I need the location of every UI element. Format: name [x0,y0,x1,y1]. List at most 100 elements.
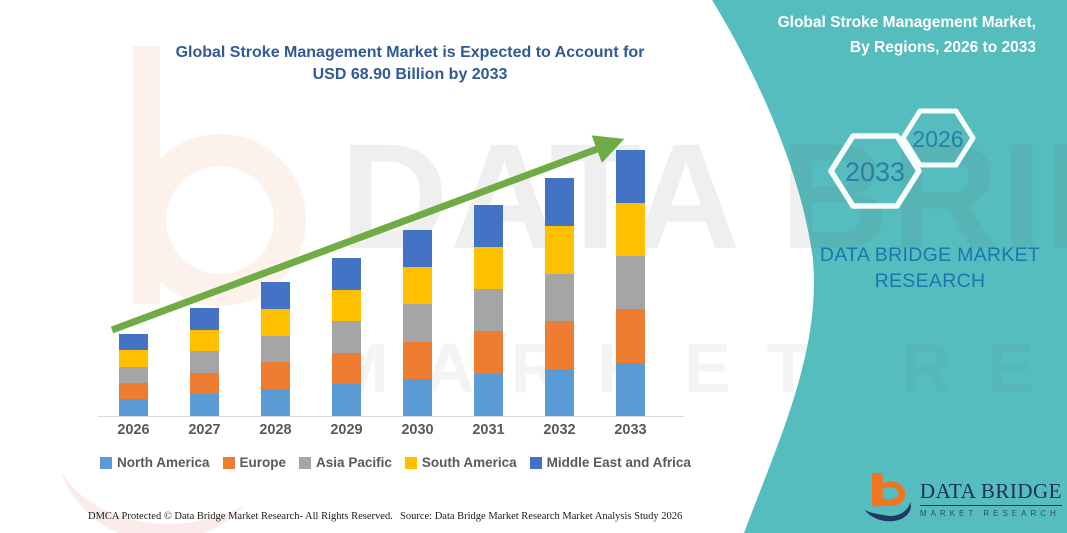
bar-segment-asia-pacific [545,273,574,321]
bar-segment-north-america [616,362,645,416]
x-axis-label-2032: 2032 [543,422,576,438]
bar-stack [332,257,361,416]
footer-dmca: DMCA Protected © Data Bridge Market Rese… [88,511,393,522]
bar-segment-north-america [545,368,574,416]
bar-segment-europe [545,321,574,369]
bar-stack [545,178,574,416]
bar-stack [261,282,290,416]
brand-text-line2: RESEARCH [874,270,986,292]
bar-segment-europe [261,362,290,389]
legend-swatch [100,456,112,469]
legend-item-middle-east-and-africa: Middle East and Africa [529,455,691,470]
bar-segment-north-america [119,399,148,416]
bar-segment-asia-pacific [190,351,219,373]
legend: North America Europe Asia Pacific South Ame… [100,455,691,470]
bar-segment-europe [616,309,645,363]
bar-segment-middle-east-and-africa [616,149,645,203]
legend-label: Europe [239,455,287,470]
bar-segment-middle-east-and-africa [261,282,290,309]
bar-segment-europe [119,383,148,400]
legend-swatch [299,456,312,469]
bars-row [98,120,666,416]
bar-segment-europe [332,352,361,385]
legend-label: South America [421,455,517,470]
bar-segment-asia-pacific [616,256,645,310]
legend-swatch [404,456,417,469]
bar-segment-asia-pacific [119,367,148,384]
bar-column-2026 [98,120,169,416]
dbmr-logo: DATA BRIDGE MARKET RESEARCH [862,466,1062,530]
bar-segment-middle-east-and-africa [474,204,503,247]
panel-title-line1: Global Stroke Management Market, [777,14,1036,31]
bar-segment-asia-pacific [261,335,290,363]
brand-text-line1: DATA BRIDGE MARKET [819,244,1041,266]
bar-column-2030 [382,120,453,416]
bar-segment-north-america [474,373,503,416]
x-axis-labels: 2026 2027 2028 2029 2030 2031 2032 2033 [98,422,666,438]
x-axis-label-2033: 2033 [614,422,647,438]
panel-title: Global Stroke Management Market, By Regi… [700,10,1036,60]
bar-column-2028 [240,120,311,416]
bar-segment-north-america [261,389,290,416]
legend-label: North America [117,455,210,470]
x-axis-label-2030: 2030 [401,422,434,438]
bar-stack [616,149,645,416]
bar-segment-europe [403,341,432,379]
bar-chart: 2026 2027 2028 2029 2030 2031 2032 2033 [98,120,684,450]
logo-glyph [864,473,911,522]
legend-item-south-america: South America [404,455,517,470]
bar-segment-middle-east-and-africa [332,257,361,290]
bar-segment-north-america [332,384,361,416]
bar-segment-middle-east-and-africa [403,229,432,268]
bar-segment-europe [190,372,219,395]
bar-segment-south-america [474,246,503,290]
bar-stack [403,229,432,416]
bar-segment-middle-east-and-africa [119,334,148,351]
chart-title-line2: USD 68.90 Billion by 2033 [312,66,508,83]
legend-item-europe: Europe [222,455,287,470]
x-axis-label-2031: 2031 [472,422,505,438]
bar-stack [474,204,503,416]
x-axis-label-2026: 2026 [117,422,150,438]
legend-item-north-america: North America [100,455,210,470]
bar-segment-south-america [261,308,290,336]
legend-swatch [222,456,235,469]
bar-segment-north-america [190,394,219,416]
logo-subtitle: MARKET RESEARCH [919,508,1060,518]
chart-title-line1: Global Stroke Management Market is Expec… [175,44,645,61]
bar-segment-middle-east-and-africa [545,178,574,226]
bar-column-2029 [311,120,382,416]
x-axis-line [98,416,684,417]
bar-segment-europe [474,331,503,374]
bar-segment-north-america [403,378,432,416]
legend-item-asia-pacific: Asia Pacific [299,455,392,470]
legend-swatch [529,456,542,469]
chart-title: Global Stroke Management Market is Expec… [145,42,675,86]
brand-text: DATA BRIDGE MARKET RESEARCH [800,242,1060,294]
bar-stack [119,334,148,416]
bar-segment-south-america [545,225,574,274]
x-axis-label-2028: 2028 [259,422,292,438]
legend-label: Asia Pacific [316,455,392,470]
bar-column-2031 [453,120,524,416]
bar-segment-south-america [190,329,219,352]
bar-column-2027 [169,120,240,416]
teal-panel-shape [712,0,1067,533]
bar-stack [190,308,219,416]
footer-source: Source: Data Bridge Market Research Mark… [400,511,683,522]
bar-segment-asia-pacific [403,304,432,342]
bar-segment-south-america [119,350,148,368]
legend-label: Middle East and Africa [546,455,691,470]
bar-segment-asia-pacific [474,289,503,332]
bar-column-2032 [524,120,595,416]
x-axis-label-2027: 2027 [188,422,221,438]
bar-segment-south-america [403,267,432,305]
bar-segment-south-america [616,202,645,257]
bar-column-2033 [595,120,666,416]
bar-segment-asia-pacific [332,321,361,353]
logo-title: DATA BRIDGE [919,479,1062,506]
bar-segment-middle-east-and-africa [190,308,219,330]
x-axis-label-2029: 2029 [330,422,363,438]
